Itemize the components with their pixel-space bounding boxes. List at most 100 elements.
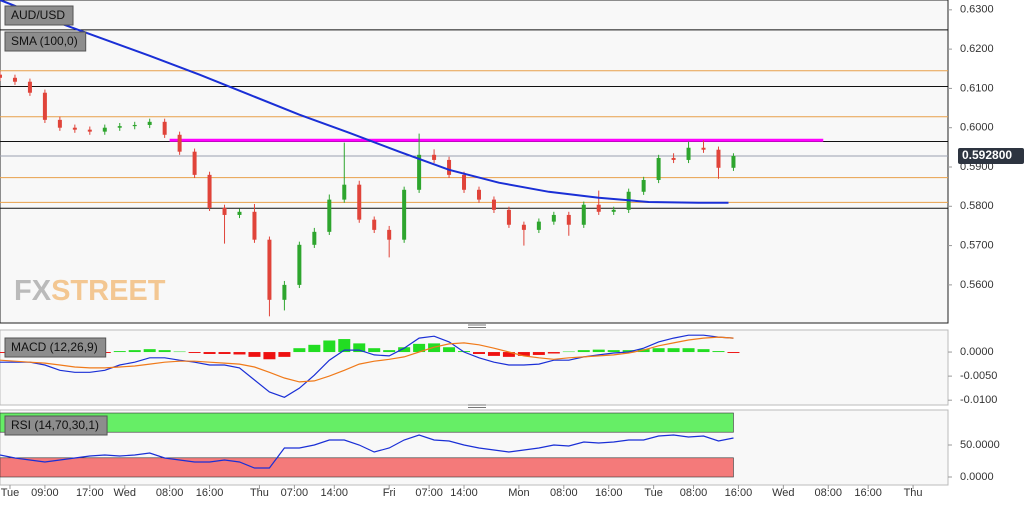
indicator-label: SMA (100,0) [4,31,87,52]
candle-body [731,155,736,168]
price-tag [958,147,1024,164]
candle-body [57,119,62,128]
x-tick-label: Tue [1,487,20,499]
candle-body [252,211,257,240]
candle-body [12,77,17,82]
watermark: FXSTREET [14,275,166,307]
candle-body [536,221,541,230]
x-tick-label: 08:00 [814,487,842,499]
histogram-bar [532,352,545,355]
candle-body [581,204,586,225]
indicator-label: RSI (14,70,30,1) [4,415,108,436]
candle-body [551,214,556,222]
candle-body [432,154,437,160]
candle-body [222,207,227,215]
candle-body [87,129,92,132]
rsi-band [0,412,734,433]
histogram-bar [218,352,231,354]
candle-body [102,127,107,132]
candle-body [671,157,676,160]
x-tick-label: Thu [250,487,269,499]
histogram-bar [443,347,456,353]
histogram-bar [353,343,366,353]
histogram-bar [338,339,351,353]
candle-body [147,121,152,125]
candle-body [521,224,526,230]
candle-body [402,189,407,240]
candle-body [207,174,212,208]
rsi-line [0,434,734,469]
indicator-title: RSI (14,70,30,1) [11,418,99,432]
candle-body [476,189,481,200]
candle-body [491,199,496,210]
x-tick-label: 16:00 [725,487,753,499]
label-box [4,415,108,436]
histogram-bar [368,348,381,353]
candle-body [641,179,646,192]
histogram-bar [487,352,500,356]
histogram-bar [577,350,590,353]
y-tick-label: 0.0000 [960,471,994,483]
x-tick-label: Tue [644,487,663,499]
histogram-bar [233,352,246,355]
y-tick-label: 0.6200 [960,43,994,55]
candle-body [372,219,377,230]
candle-body [566,214,571,225]
macd-pane [0,329,949,406]
x-tick-label: 16:00 [595,487,623,499]
candle-body [72,127,77,130]
candle-body [596,204,601,212]
histogram-bar [158,350,171,353]
candle-body [312,231,317,245]
x-tick-label: 14:00 [450,487,478,499]
candle-body [462,174,467,190]
sma-line [0,0,729,204]
x-tick-label: Wed [114,487,136,499]
histogram-bar [263,352,276,360]
histogram-bar [413,343,426,353]
candle-body [177,134,182,152]
histogram-bar [592,349,605,353]
rsi-band [0,457,734,478]
pane-handle[interactable] [468,324,486,408]
histogram-bar [203,352,216,354]
macd-line [0,336,734,383]
x-tick-label: 14:00 [321,487,349,499]
histogram-bar [622,350,635,353]
x-tick-label: 16:00 [196,487,224,499]
x-tick-label: 08:00 [156,487,184,499]
candle-body [506,209,511,225]
histogram-bar [472,352,485,354]
histogram-bar [323,340,336,353]
candle-body [27,81,32,93]
y-tick-label: 0.6100 [960,82,994,94]
histogram-bar [547,352,560,354]
y-tick-label: 0.6000 [960,122,994,134]
indicator-title: AUD/USD [11,8,65,22]
candle-body [282,284,287,300]
candle-body [192,151,197,175]
candle-body [327,199,332,232]
y-tick-label: 0.5600 [960,279,994,291]
histogram-bar [727,352,740,354]
macd-line [0,334,734,398]
y-tick-label: 50.0000 [960,439,1000,451]
histogram-bar [188,352,201,354]
y-tick-label: 0.5700 [960,239,994,251]
x-tick-label: 07:00 [281,487,309,499]
watermark-part: STREET [51,275,166,307]
label-box [4,337,107,358]
candle-body [357,184,362,220]
x-tick-label: 08:00 [550,487,578,499]
candle-body [237,211,242,215]
histogram-bar [248,352,261,357]
candle-body [701,147,706,150]
histogram-bar [308,344,321,353]
histogram-bar [697,349,710,353]
label-box [4,5,74,26]
indicator-title: MACD (12,26,9) [11,340,98,354]
histogram-bar [293,348,306,353]
histogram-bar [667,348,680,353]
x-tick-label: Fri [383,487,396,499]
